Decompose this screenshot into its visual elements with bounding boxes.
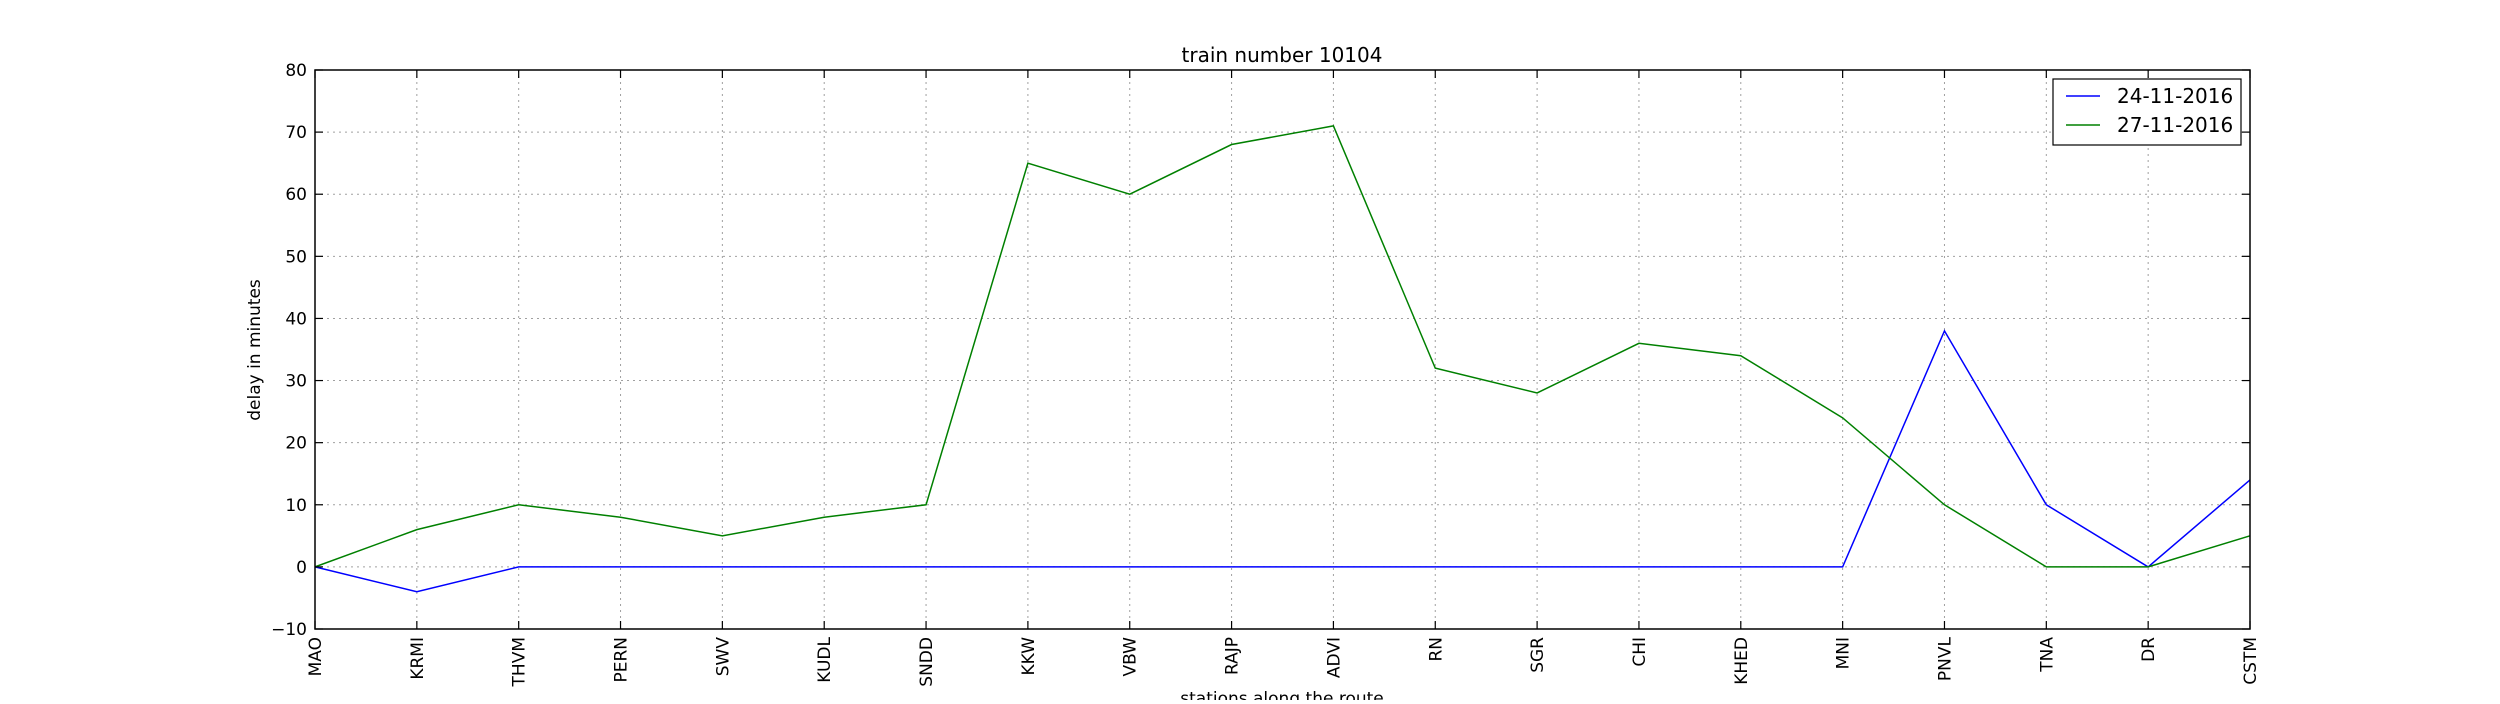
x-tick-label-chi: CHI [1630,637,1650,667]
y-tick-label: 70 [285,123,307,143]
x-tick-label-kudl: KUDL [815,636,835,682]
x-tick-label-kkw: KKW [1019,637,1039,676]
x-tick-label-thvm: THVM [510,637,530,687]
x-tick-label-vbw: VBW [1121,637,1141,677]
x-tick-label-sndd: SNDD [917,637,937,687]
series-line-27-11-2016 [314,125,2251,568]
legend-label-27-11-2016: 27-11-2016 [2117,113,2233,137]
x-tick-label-pnvl: PNVL [1935,636,1955,681]
x-tick-label-mao: MAO [306,637,326,676]
y-tick-label: 20 [285,434,307,454]
y-tick-label: −10 [271,620,307,640]
chart-title: train number 10104 [1182,43,1383,67]
y-tick-label: 50 [285,247,307,267]
x-tick-label-rn: RN [1426,637,1446,662]
x-tick-label-mni: MNI [1834,637,1854,669]
y-tick-label: 30 [285,372,307,392]
y-tick-label: 10 [285,496,307,516]
y-tick-label: 40 [285,309,307,329]
x-tick-label-krmi: KRMI [408,637,428,680]
y-tick-label: 60 [285,185,307,205]
x-tick-label-dr: DR [2139,637,2159,662]
x-axis-label: stations along the route [1180,689,1384,700]
y-axis-ticks: −10 0 10 20 30 40 50 60 70 80 [271,61,2250,640]
y-tick-label: 0 [296,558,307,578]
x-tick-label-swv: SWV [713,637,733,677]
x-tick-label-advi: ADVI [1324,637,1344,678]
y-tick-label: 80 [285,61,307,81]
legend-box [2052,78,2242,146]
x-tick-label-sgr: SGR [1528,637,1548,673]
x-tick-label-khed: KHED [1732,637,1752,685]
series-lines [314,125,2251,593]
x-tick-label-tna: TNA [2037,637,2057,673]
legend: 24-11-2016 27-11-2016 [2052,78,2242,146]
x-axis-ticks: MAO KRMI THVM PERN SWV KUDL SNDD KKW VBW RAJP ADVI… [306,70,2261,687]
series-line-24-11-2016 [314,329,2251,593]
grid-lines [314,69,2251,630]
legend-label-24-11-2016: 24-11-2016 [2117,84,2233,108]
plot-frame [314,69,2251,630]
y-axis-label: delay in minutes [245,279,265,421]
x-tick-label-cstm: CSTM [2241,637,2261,685]
x-tick-label-pern: PERN [612,637,632,683]
x-tick-label-rajp: RAJP [1223,637,1243,675]
